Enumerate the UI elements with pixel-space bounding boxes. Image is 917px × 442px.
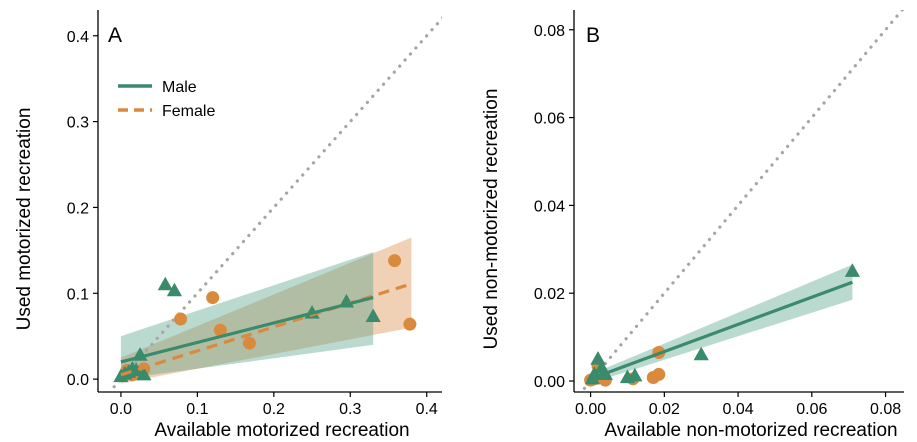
panel-b: 0.00 0.02 0.04 0.06 0.08 0.00 0.02 0.04 0.06 0.08…	[481, 10, 904, 441]
legend-label-female: Female	[162, 103, 215, 120]
legend: Male Female	[118, 79, 215, 120]
male-confidence-band	[120, 252, 374, 380]
x-tick-label: 0.1	[186, 401, 208, 418]
panel-a: 0.0 0.1 0.2 0.3 0.4 0.0 0.1 0.2 0.3 0.4 Available …	[14, 10, 442, 441]
x-tick-label: 0.2	[263, 401, 285, 418]
x-axis-label: Available non-motorized recreation	[604, 420, 897, 441]
male-point-4	[128, 362, 144, 377]
y-tick-label: 0.08	[534, 23, 565, 40]
y-tick-label: 0.2	[67, 200, 89, 217]
male-point-11	[365, 308, 381, 323]
y-tick-label: 0.04	[534, 198, 565, 215]
y-tick-label: 0.00	[534, 374, 565, 391]
female-point-7	[652, 367, 666, 381]
y-axis-label: Used motorized recreation	[14, 108, 35, 331]
y-tick-label: 0.06	[534, 111, 565, 128]
x-axis-label: Available motorized recreation	[154, 420, 409, 441]
male-point-6	[627, 367, 643, 382]
identity-line	[580, 10, 904, 391]
x-tick-label: 0.02	[649, 401, 680, 418]
x-tick-label: 0.3	[339, 401, 361, 418]
female-point-9	[388, 254, 402, 268]
x-tick-label: 0.0	[110, 401, 132, 418]
male-fit-line	[590, 280, 853, 381]
male-point-6	[136, 366, 152, 381]
male-point-7	[693, 346, 709, 361]
x-tick-label: 0.4	[416, 401, 438, 418]
male-point-8	[844, 263, 860, 277]
y-tick-label: 0.02	[534, 286, 565, 303]
male-fit-line	[120, 296, 374, 364]
x-tick-label: 0.04	[723, 401, 754, 418]
y-tick-label: 0.3	[67, 115, 89, 132]
y-axis-label: Used non-motorized recreation	[481, 89, 502, 350]
x-tick-label: 0.00	[575, 401, 606, 418]
female-confidence-band	[120, 237, 412, 384]
legend-label-male: Male	[162, 79, 197, 96]
identity-line	[108, 16, 442, 391]
female-point-7	[213, 323, 227, 337]
panel-label: A	[108, 24, 122, 47]
y-tick-label: 0.4	[67, 29, 89, 46]
plot-area	[108, 16, 442, 391]
male-point-2	[590, 351, 606, 365]
female-point-10	[403, 317, 417, 331]
female-point-6	[206, 291, 220, 305]
plot-area	[580, 10, 904, 391]
female-point-5	[174, 312, 188, 326]
x-tick-label: 0.08	[870, 401, 901, 418]
male-point-8	[166, 282, 183, 297]
x-tick-label: 0.06	[796, 401, 827, 418]
y-tick-label: 0.1	[67, 286, 89, 303]
female-point-8	[242, 336, 256, 350]
male-point-7	[157, 276, 173, 291]
y-tick-label: 0.0	[67, 372, 89, 389]
panel-label: B	[586, 24, 600, 47]
